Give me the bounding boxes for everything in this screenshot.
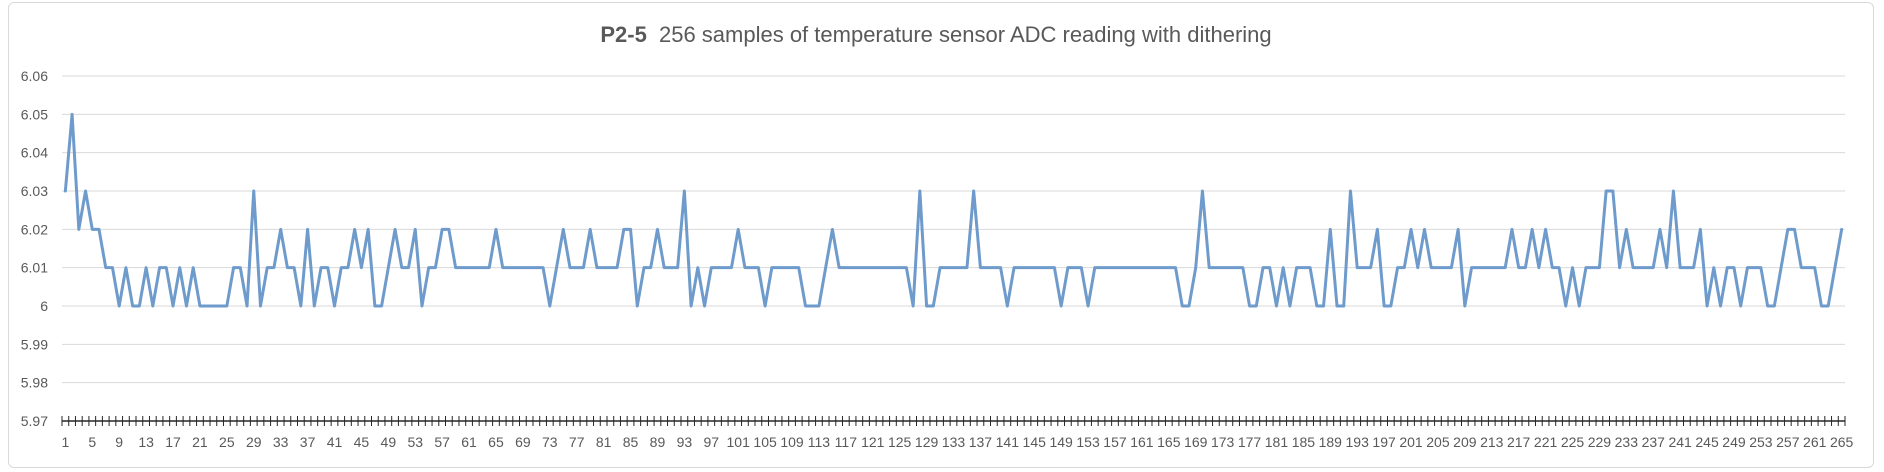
series-layer: [63, 112, 1844, 308]
x-tick-label: 241: [1668, 434, 1692, 450]
x-tick-label: 221: [1534, 434, 1558, 450]
series-line: [63, 112, 1844, 308]
y-tick-label: 5.99: [21, 336, 48, 352]
x-tick-label: 5: [88, 434, 96, 450]
x-tick-label: 249: [1722, 434, 1746, 450]
x-tick-label: 105: [753, 434, 777, 450]
y-tick-label: 6.03: [21, 183, 48, 199]
x-tick-label: 181: [1265, 434, 1289, 450]
y-tick-label: 6.05: [21, 106, 48, 122]
x-tick-label: 265: [1830, 434, 1854, 450]
x-tick-label: 101: [727, 434, 751, 450]
x-tick-label: 81: [596, 434, 612, 450]
x-tick-label: 53: [407, 434, 423, 450]
x-tick-label: 169: [1184, 434, 1208, 450]
x-tick-label: 49: [381, 434, 397, 450]
x-tick-label: 37: [300, 434, 316, 450]
x-tick-label: 209: [1453, 434, 1477, 450]
x-tick-label: 25: [219, 434, 235, 450]
x-tick-label: 41: [327, 434, 343, 450]
x-tick-label: 213: [1480, 434, 1504, 450]
x-tick-label: 141: [996, 434, 1020, 450]
x-tick-label: 45: [354, 434, 370, 450]
x-tick-label: 189: [1319, 434, 1343, 450]
x-tick-label: 73: [542, 434, 558, 450]
x-tick-label: 229: [1588, 434, 1612, 450]
x-tick-label: 157: [1103, 434, 1127, 450]
x-tick-label: 69: [515, 434, 531, 450]
x-tick-label: 197: [1372, 434, 1396, 450]
y-tick-label: 6.06: [21, 68, 48, 84]
x-tick-label: 113: [808, 434, 831, 450]
x-tick-label: 121: [861, 434, 885, 450]
chart-frame: [8, 2, 1874, 468]
x-tick-label: 61: [461, 434, 477, 450]
x-tick-label: 133: [942, 434, 966, 450]
x-tick-label: 245: [1695, 434, 1719, 450]
x-axis: [61, 416, 1846, 426]
x-tick-label: 129: [915, 434, 939, 450]
x-tick-label: 17: [165, 434, 181, 450]
x-tick-label: 1: [61, 434, 69, 450]
x-tick-label: 165: [1157, 434, 1181, 450]
x-tick-label: 201: [1399, 434, 1423, 450]
x-tick-label: 173: [1211, 434, 1235, 450]
x-tick-label: 29: [246, 434, 262, 450]
x-tick-label: 89: [650, 434, 666, 450]
x-tick-label: 125: [888, 434, 912, 450]
x-tick-label: 149: [1049, 434, 1073, 450]
x-tick-label: 185: [1292, 434, 1316, 450]
x-tick-label: 57: [434, 434, 450, 450]
x-tick-label: 65: [488, 434, 504, 450]
y-tick-label: 6.04: [21, 145, 48, 161]
x-tick-label: 93: [677, 434, 693, 450]
x-tick-label: 261: [1803, 434, 1827, 450]
x-tick-label: 257: [1776, 434, 1800, 450]
gridlines: [62, 75, 1845, 384]
x-tick-label: 109: [780, 434, 804, 450]
y-tick-label: 5.97: [21, 413, 48, 429]
x-tick-label: 193: [1346, 434, 1370, 450]
x-tick-label: 233: [1615, 434, 1639, 450]
x-tick-label: 137: [969, 434, 993, 450]
x-tick-label: 153: [1076, 434, 1100, 450]
x-tick-label: 13: [138, 434, 154, 450]
x-tick-label: 117: [835, 434, 858, 450]
x-tick-label: 225: [1561, 434, 1585, 450]
x-tick-label: 177: [1238, 434, 1262, 450]
x-tick-label: 253: [1749, 434, 1773, 450]
y-axis-tick-labels: 5.97 5.98 5.99 6 6.01 6.02 6.03 6.04 6.05 6.06: [21, 68, 48, 429]
y-tick-label: 5.98: [21, 375, 48, 391]
y-tick-label: 6.01: [21, 260, 48, 276]
chart-title-text: 256 samples of temperature sensor ADC re…: [659, 22, 1272, 47]
x-axis-tick-labels: 1 5 9 13 17 21 25 29 33 37 41 45 49 53 57 61 65 69 73 77 81 8…: [61, 434, 1853, 450]
x-tick-label: 9: [115, 434, 123, 450]
y-tick-label: 6.02: [21, 221, 48, 237]
x-tick-label: 161: [1130, 434, 1154, 450]
x-tick-label: 85: [623, 434, 639, 450]
chart-title-prefix: P2-5: [600, 22, 646, 47]
x-tick-label: 21: [192, 434, 208, 450]
y-tick-label: 6: [40, 298, 48, 314]
x-tick-label: 145: [1023, 434, 1047, 450]
x-tick-label: 77: [569, 434, 585, 450]
x-tick-label: 217: [1507, 434, 1531, 450]
x-tick-label: 97: [703, 434, 719, 450]
chart-title: P2-5 256 samples of temperature sensor A…: [600, 22, 1271, 47]
x-tick-label: 237: [1642, 434, 1666, 450]
x-tick-label: 33: [273, 434, 289, 450]
x-tick-label: 205: [1426, 434, 1450, 450]
